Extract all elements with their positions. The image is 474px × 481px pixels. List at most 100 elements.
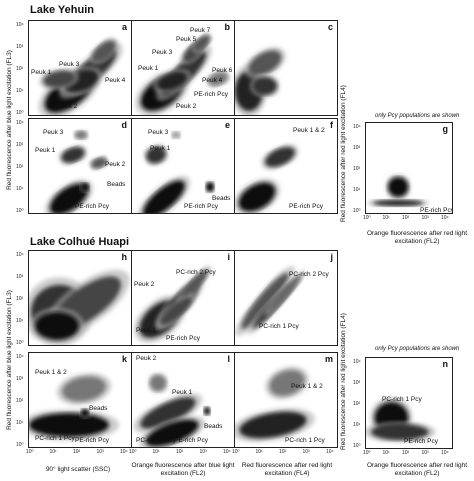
y-axis-label-top: Red fluorescence after blue light excita…	[6, 50, 13, 190]
panel-e-cloud-3	[206, 182, 214, 192]
population-label: PC-rich 1 Pcy	[259, 323, 299, 330]
panel-m-cloud-0	[269, 370, 305, 396]
population-label: Beads	[212, 195, 231, 202]
x-tick-label: 10¹	[49, 449, 57, 455]
population-label: Peuk 3	[43, 129, 64, 136]
y-axis-label-bottom: Red fluorescence after blue light excita…	[6, 290, 13, 430]
x-tick-label: 10⁰	[363, 450, 371, 456]
y-tick-label: 10¹	[16, 420, 24, 426]
panel-e-density-plot	[137, 131, 215, 213]
y-tick-label: 10⁰	[16, 110, 24, 116]
panel-letter: h	[121, 252, 128, 262]
panel-l-cloud-0	[150, 375, 166, 391]
panel-letter: a	[121, 22, 127, 32]
panel-k-cloud-2	[81, 409, 89, 417]
population-label: PC-rich 2 Pcy	[176, 269, 216, 276]
population-label: Peuk 3	[152, 49, 173, 56]
y-tick-label: 10³	[16, 274, 24, 280]
panel-f: f Peuk 1 & 2 PE-rich Pcy	[234, 118, 338, 214]
section-title-lake-yehuin: Lake Yehuin	[30, 4, 94, 16]
panel-i-cloud-3	[160, 297, 192, 325]
population-label: Peuk 1	[138, 65, 159, 72]
panel-l-cloud-2	[145, 419, 199, 447]
y-tick-label: 10²	[353, 401, 361, 407]
panel-c-cloud-1	[248, 50, 282, 76]
y-tick-label: 10⁴	[16, 120, 24, 126]
x-tick-label: 10⁰	[129, 449, 137, 455]
panel-j-cloud-0	[241, 273, 289, 329]
panel-b-density-plot	[135, 33, 231, 115]
panel-c-cloud-2	[253, 77, 277, 95]
panel-g-cloud-1	[372, 200, 424, 206]
population-label: Peuk 1	[172, 389, 193, 396]
panel-j: j PC-rich 2 Pcy PC-rich 1 Pcy	[234, 250, 338, 346]
panel-h-cloud-2	[35, 312, 79, 340]
population-label: PE-rich Pcy	[75, 437, 109, 444]
population-label: Peuk 4	[105, 77, 126, 84]
population-label: PE-rich Pcy	[420, 207, 453, 214]
population-label: Peuk 2	[134, 281, 155, 288]
panel-letter: c	[327, 22, 333, 32]
section-title-lake-colhue-huapi: Lake Colhué Huapi	[30, 236, 130, 248]
panel-letter: e	[224, 120, 230, 130]
panel-h: h	[28, 250, 132, 346]
note-g: only Pcy populations are shown	[375, 113, 460, 119]
y-tick-label: 10¹	[16, 88, 24, 94]
x-tick-label: 10¹	[382, 450, 390, 456]
panel-h-density-plot	[29, 269, 130, 345]
panel-g-cloud-0	[388, 177, 409, 197]
population-label: PE-rich Pcy	[166, 335, 200, 342]
population-label: PC-rich 2 Pcy	[289, 271, 329, 278]
x-tick-label: 10⁴	[441, 450, 449, 456]
y-tick-label: 10⁴	[16, 22, 24, 28]
y-tick-label: 10⁴	[353, 124, 361, 130]
panel-c-density-plot	[235, 47, 286, 115]
x-tick-label: 10⁰	[363, 215, 371, 221]
population-label: PC-rich 1 Pcy	[285, 437, 325, 444]
y-tick-label: 10⁰	[353, 443, 361, 449]
panel-f-cloud-0	[265, 147, 295, 167]
population-label: Peuk 1	[35, 147, 56, 154]
x-tick-label: 10⁰	[26, 449, 34, 455]
panel-letter: k	[121, 354, 127, 364]
panel-letter: n	[442, 359, 449, 369]
panel-k-cloud-0	[62, 376, 106, 402]
panel-j-cloud-2	[268, 274, 302, 312]
x-tick-label: 10⁴	[120, 449, 128, 455]
panel-k-density-plot	[29, 372, 119, 441]
population-label: PE-rich Pcy	[289, 203, 323, 210]
panel-d-cloud-0	[61, 147, 85, 163]
population-label: Peuk 2	[57, 103, 78, 110]
y-tick-label: 10⁴	[16, 252, 24, 258]
panel-d-cloud-2	[91, 157, 107, 169]
y-axis-label-n: Red fluorescence after red light excitat…	[340, 313, 347, 450]
panel-b-cloud-4	[208, 72, 228, 86]
y-tick-label: 10³	[16, 142, 24, 148]
x-tick-label: 10⁴	[223, 449, 231, 455]
y-tick-label: 10⁰	[16, 442, 24, 448]
y-tick-label: 10⁰	[353, 208, 361, 214]
population-label: Peuk 1 & 2	[35, 369, 67, 376]
panel-letter: g	[442, 124, 449, 134]
y-tick-label: 10³	[353, 380, 361, 386]
population-label: Peuk 1	[31, 69, 52, 76]
population-label: PE-rich Pcy	[75, 203, 109, 210]
x-tick-label: 10³	[421, 450, 429, 456]
panel-n-cloud-1	[371, 424, 429, 440]
x-axis-label-fl2-red-g: Orange fluorescence after red light exci…	[366, 230, 468, 245]
x-tick-label: 10²	[402, 450, 410, 456]
y-tick-label: 10²	[16, 398, 24, 404]
y-axis-label-g: Red fluorescence after red light excitat…	[340, 85, 347, 222]
panel-i: i PC-rich 2 Pcy Peuk 2 Peuk 1 PE-rich Pcy	[131, 250, 235, 346]
panel-letter: j	[330, 252, 333, 262]
population-label: Peuk 1 & 2	[293, 127, 325, 134]
y-tick-label: 10²	[353, 166, 361, 172]
x-axis-label-fl2-blue: Orange fluorescence after blue light exc…	[131, 462, 235, 477]
y-tick-label: 10⁰	[16, 340, 24, 346]
population-label: Peuk 7	[190, 27, 211, 34]
y-tick-label: 10¹	[353, 422, 361, 428]
population-label: PC-rich 1 Pcy	[382, 396, 422, 403]
panel-a-density-plot	[38, 37, 123, 115]
panel-j-density-plot	[235, 266, 306, 336]
panel-l-cloud-1	[140, 397, 196, 429]
